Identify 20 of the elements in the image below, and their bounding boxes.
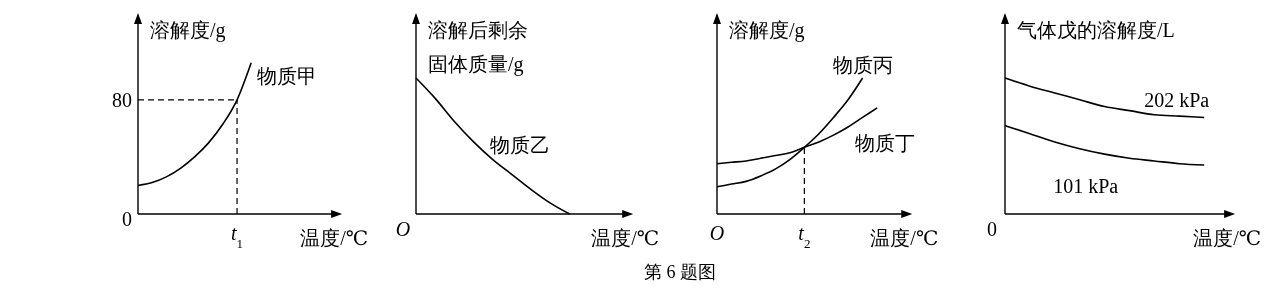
y-axis-title: 溶解后剩余固体质量/g bbox=[428, 19, 528, 76]
x-axis-title: 温度/℃ bbox=[300, 227, 369, 249]
x-axis-title: 温度/℃ bbox=[1193, 227, 1262, 249]
x-tick-label: O bbox=[709, 222, 725, 244]
x-axis-title: 温度/℃ bbox=[591, 227, 660, 249]
y-axis-title: 溶解度/g bbox=[729, 19, 805, 42]
x-tick-label: t$_{2}$ bbox=[798, 222, 811, 251]
series-label: 物质丁 bbox=[855, 131, 916, 154]
series-label: 物质甲 bbox=[257, 64, 318, 87]
x-tick-label: t$_{1}$ bbox=[231, 222, 244, 251]
series-label: 101 kPa bbox=[1053, 175, 1119, 198]
text: 第 6 题图 bbox=[644, 262, 716, 282]
text: 0 bbox=[987, 218, 997, 240]
x-axis-title: 温度/℃ bbox=[870, 227, 939, 249]
series-label: 202 kPa bbox=[1144, 89, 1210, 112]
y-axis-title: 气体戊的溶解度/L bbox=[1017, 19, 1175, 41]
y-axis-title: 溶解度/g bbox=[150, 19, 226, 42]
y-tick-label: 80 bbox=[112, 88, 132, 111]
series-label: 物质丙 bbox=[832, 54, 893, 76]
series-label: 物质乙 bbox=[489, 134, 550, 156]
